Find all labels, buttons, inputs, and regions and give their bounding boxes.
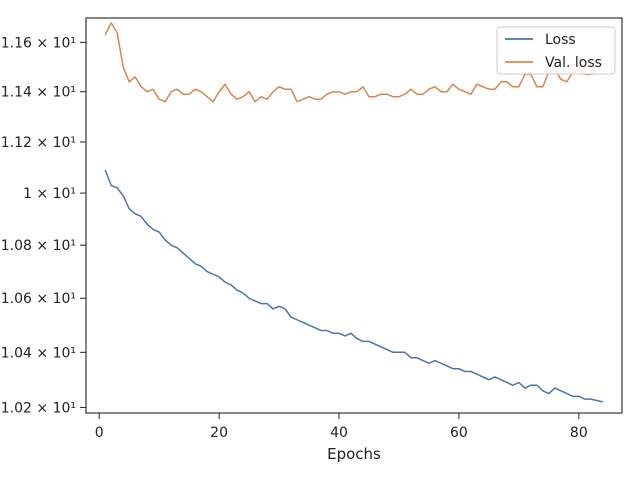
y-tick-label: 1 × 10¹ (23, 186, 76, 202)
x-tick-label: 20 (210, 425, 228, 441)
legend-label-0: Loss (545, 32, 576, 48)
series-line-0 (104, 169, 603, 403)
y-tick-label: 1.02 × 10¹ (1, 400, 76, 416)
series-line-1 (104, 22, 604, 103)
plot-area (104, 22, 604, 403)
x-tick-label: 0 (95, 425, 104, 441)
y-tick-label: 1.04 × 10¹ (1, 345, 76, 361)
y-tick-label: 1.12 × 10¹ (1, 135, 76, 151)
axes: 0 20 40 60 80 1.02 × 10¹ 1.04 × 10¹ 1.06 × 10¹ 1… (1, 17, 623, 441)
plot-frame (85, 17, 623, 414)
y-tick-label: 1.16 × 10¹ (1, 35, 76, 51)
x-tick-label: 60 (450, 425, 468, 441)
legend-label-1: Val. loss (545, 55, 602, 71)
y-tick-label: 1.06 × 10¹ (1, 291, 76, 307)
legend: Loss Val. loss (496, 26, 616, 75)
y-tick-label: 1.08 × 10¹ (1, 238, 76, 254)
x-axis-label: Epochs (327, 445, 381, 463)
series-points-0 (105, 170, 603, 402)
x-tick-label: 40 (330, 425, 348, 441)
y-tick-label: 1.14 × 10¹ (1, 85, 76, 101)
x-tick-label: 80 (570, 425, 588, 441)
